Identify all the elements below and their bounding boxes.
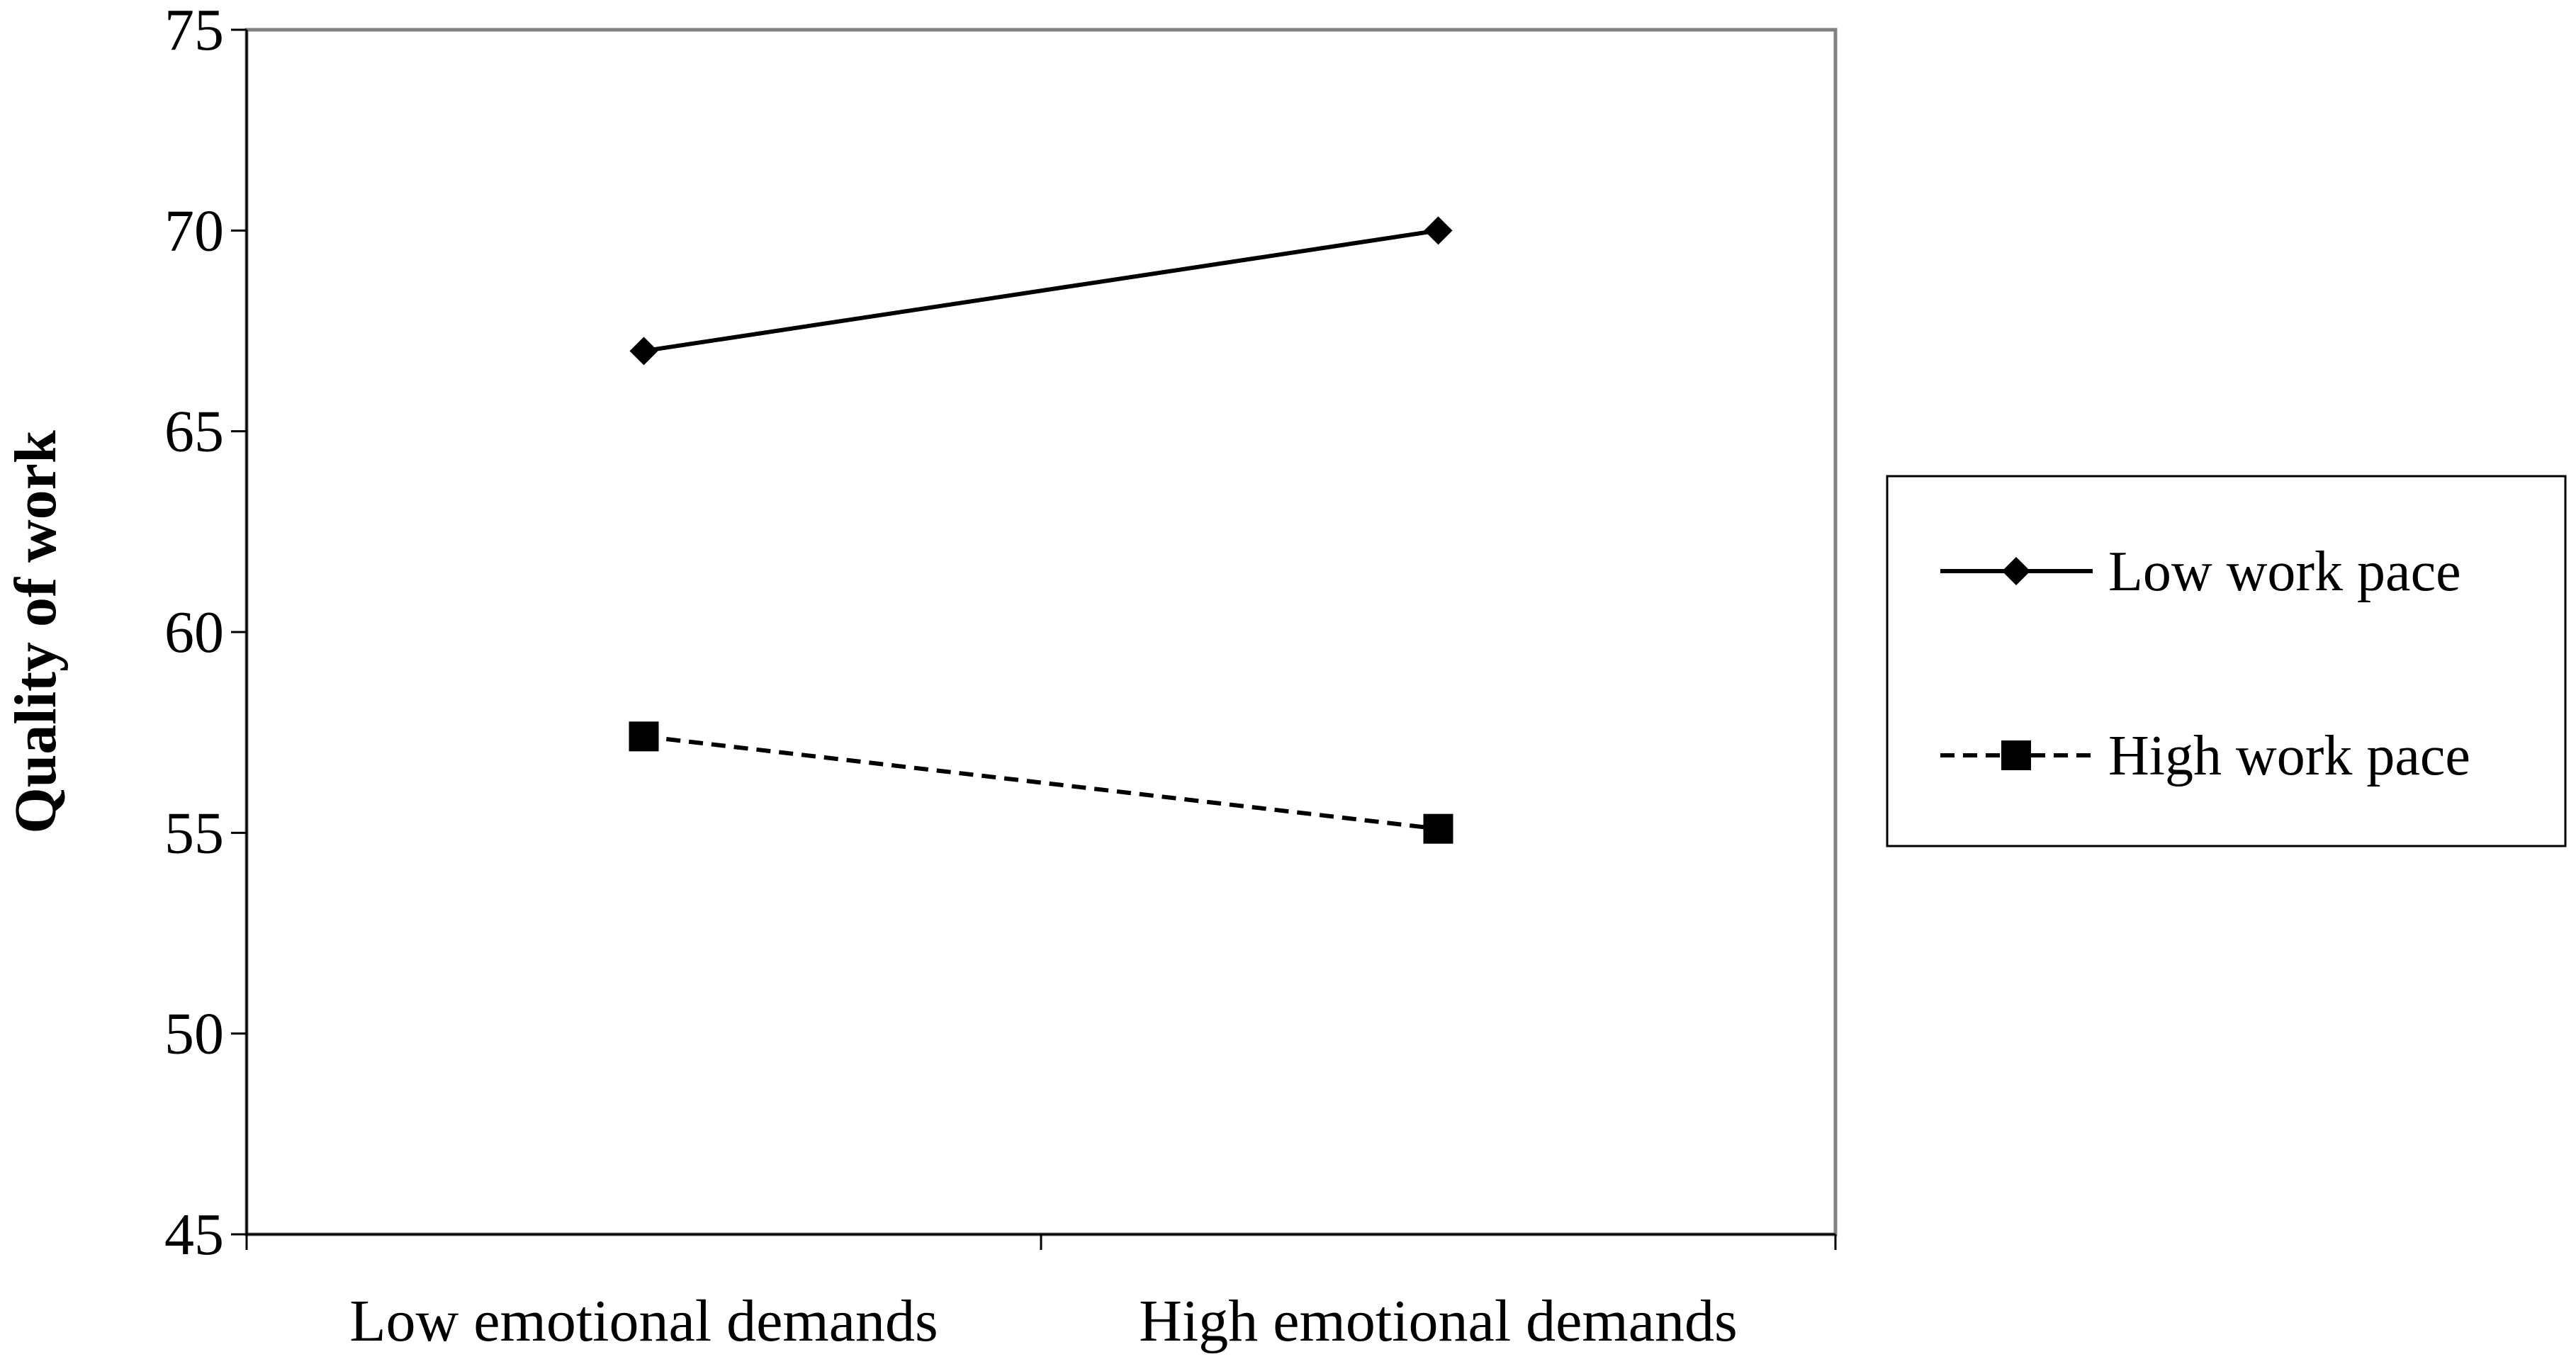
y-tick-label: 65 <box>164 399 224 465</box>
series-2 <box>629 721 1453 844</box>
y-axis-title: Quality of work <box>3 430 69 834</box>
legend-label: Low work pace <box>2108 541 2461 603</box>
x-tick-label: High emotional demands <box>1139 1288 1738 1354</box>
legend-entry: High work pace <box>1940 725 2470 787</box>
axes <box>245 30 1835 1236</box>
legend: Low work pace High work pace <box>1886 475 2567 847</box>
series-layer <box>629 216 1453 844</box>
y-tick-marks <box>231 28 247 1236</box>
plot-area-frame <box>244 28 1838 1236</box>
data-point <box>1423 813 1453 844</box>
data-point <box>629 721 659 752</box>
y-tick-label: 75 <box>164 0 224 63</box>
data-point <box>1424 216 1453 245</box>
y-tick-label: 45 <box>164 1202 224 1268</box>
y-tick-label: 60 <box>164 599 224 665</box>
y-tick-label: 70 <box>164 198 224 264</box>
legend-box <box>1886 475 2567 847</box>
y-tick-label: 55 <box>164 800 224 866</box>
x-tick-labels: Low emotional demands High emotional dema… <box>349 1288 1738 1354</box>
legend-label: High work pace <box>2108 725 2470 787</box>
series-line <box>643 734 1439 831</box>
legend-swatch-marker <box>2001 740 2031 770</box>
data-point <box>629 337 658 366</box>
y-tick-label: 50 <box>164 1001 224 1067</box>
x-tick-marks <box>245 1234 1837 1250</box>
x-tick-label: Low emotional demands <box>349 1288 938 1354</box>
legend-entry: Low work pace <box>1940 541 2461 603</box>
y-tick-labels: 45 50 55 60 65 70 75 <box>164 0 224 1268</box>
series-line <box>643 228 1439 354</box>
series-1 <box>629 216 1453 366</box>
legend-swatch-marker <box>2002 557 2030 585</box>
